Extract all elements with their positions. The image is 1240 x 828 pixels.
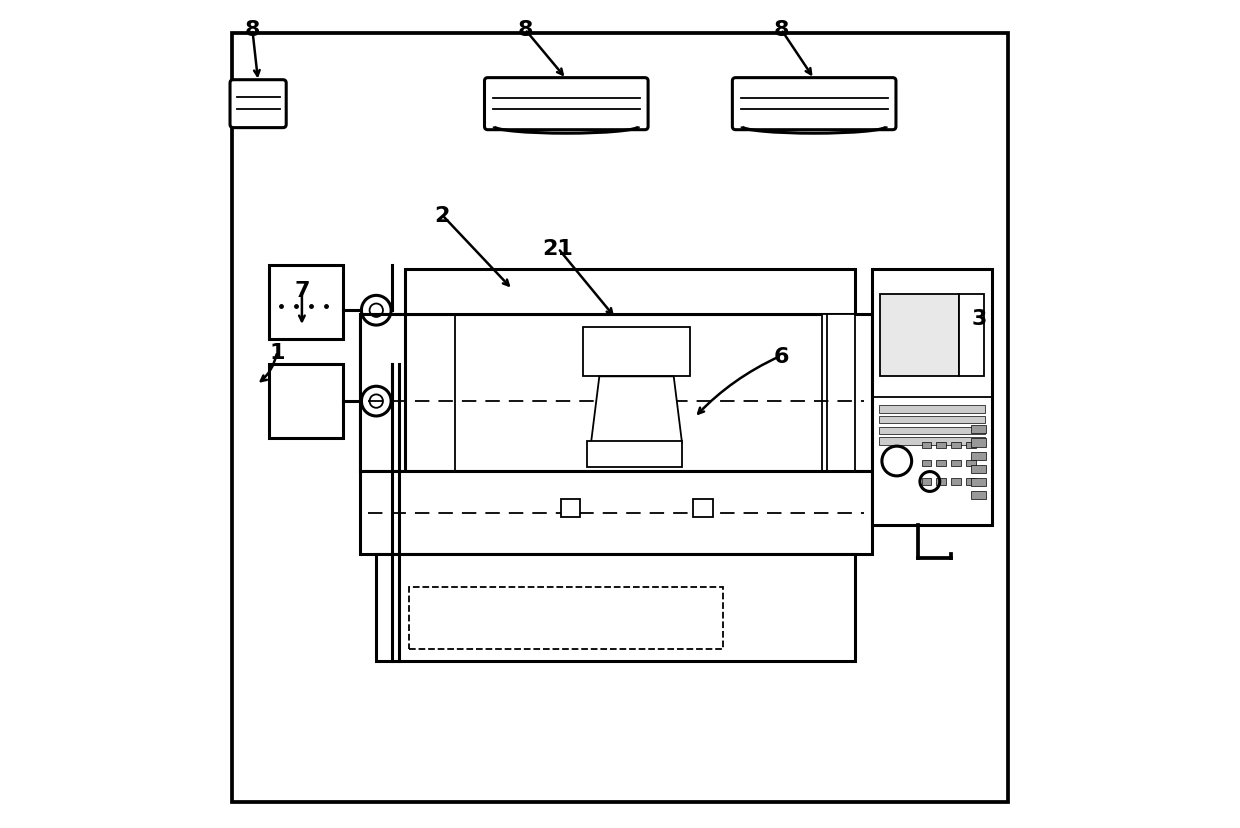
Bar: [587, 441, 682, 468]
Bar: [880, 294, 959, 377]
Bar: [971, 426, 986, 434]
Bar: [360, 472, 872, 554]
Text: 7: 7: [294, 280, 310, 301]
Text: 8: 8: [517, 20, 533, 41]
Bar: [360, 315, 872, 472]
Bar: [936, 460, 946, 467]
Bar: [921, 442, 931, 449]
Bar: [951, 442, 961, 449]
Text: 1: 1: [269, 342, 285, 362]
Bar: [879, 427, 986, 435]
Bar: [951, 479, 961, 485]
Bar: [376, 554, 856, 662]
FancyBboxPatch shape: [485, 79, 649, 131]
Bar: [966, 442, 976, 449]
FancyBboxPatch shape: [733, 79, 897, 131]
Bar: [269, 266, 343, 339]
Bar: [879, 406, 986, 413]
Bar: [560, 499, 580, 518]
Polygon shape: [591, 377, 682, 443]
Bar: [936, 442, 946, 449]
Bar: [966, 479, 976, 485]
Bar: [583, 327, 691, 377]
Text: 21: 21: [543, 239, 573, 259]
Text: 2: 2: [435, 206, 450, 226]
Bar: [693, 499, 713, 518]
Bar: [360, 315, 405, 472]
Text: 3: 3: [972, 309, 987, 329]
Bar: [921, 460, 931, 467]
Bar: [971, 479, 986, 487]
Bar: [822, 315, 856, 472]
Bar: [269, 364, 343, 439]
Text: 8: 8: [774, 20, 789, 41]
Bar: [966, 460, 976, 467]
Bar: [971, 439, 986, 447]
Text: 8: 8: [244, 20, 260, 41]
Bar: [879, 438, 986, 445]
Bar: [971, 492, 986, 500]
Bar: [879, 416, 986, 424]
Text: 6: 6: [774, 346, 789, 366]
Bar: [409, 587, 723, 649]
Bar: [951, 460, 961, 467]
Bar: [872, 270, 992, 526]
Bar: [959, 294, 983, 377]
Bar: [971, 465, 986, 474]
Bar: [936, 479, 946, 485]
Bar: [405, 270, 856, 315]
FancyBboxPatch shape: [231, 80, 286, 128]
Bar: [921, 479, 931, 485]
Bar: [971, 452, 986, 460]
